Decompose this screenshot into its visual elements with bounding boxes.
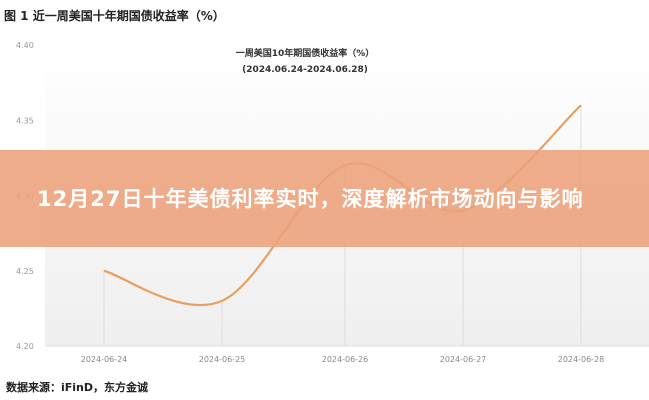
x-tick-label: 2024-06-26 [322,355,369,364]
y-tick-label: 4.35 [16,116,34,125]
headline-banner: 12月27日十年美债利率实时，深度解析市场动向与影响 [0,150,649,247]
y-tick-label: 4.20 [16,342,34,351]
y-tick-label: 4.25 [16,267,34,276]
x-tick-label: 2024-06-27 [440,355,487,364]
x-tick-label: 2024-06-28 [558,355,605,364]
source-note: 数据来源：iFinD，东方金诚 [6,381,149,394]
y-tick-label: 4.40 [16,41,34,50]
chart-subtitle: (2024.06.24-2024.06.28) [242,65,368,75]
x-tick-label: 2024-06-25 [199,355,246,364]
figure-label: 图 1 近一周美国十年期国债收益率（%） [4,9,225,23]
x-tick-label: 2024-06-24 [81,355,128,364]
chart-title: 一周美国10年期国债收益率（%） [236,47,375,59]
headline-text: 12月27日十年美债利率实时，深度解析市场动向与影响 [37,186,584,211]
